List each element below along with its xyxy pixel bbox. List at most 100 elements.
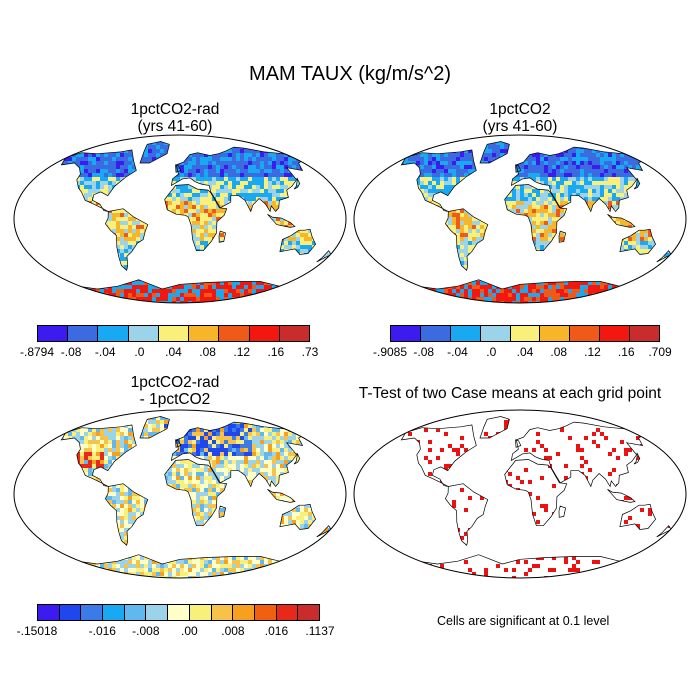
map-panel-2 (353, 134, 687, 304)
coastline (479, 416, 510, 439)
colorbar-tick-label: .0 (134, 345, 145, 359)
colorbar-swatch (38, 605, 60, 620)
coastline (619, 228, 657, 255)
coastline (139, 141, 170, 164)
coastline (444, 208, 489, 271)
coastline (293, 177, 301, 190)
coastline (60, 424, 137, 487)
colorbar-swatch (98, 326, 129, 341)
colorbar-swatch (211, 605, 234, 620)
coastline (515, 164, 522, 173)
panel1-title-line1: 1pctCO2-rad (130, 101, 220, 118)
map-4-content (353, 409, 687, 579)
colorbar-tick-label: .04 (165, 345, 182, 359)
colorbar-swatch (59, 605, 82, 620)
colorbar-swatch (68, 326, 99, 341)
coastline (479, 141, 510, 164)
colorbar-swatch (124, 605, 147, 620)
map-border (13, 409, 347, 579)
colorbar-tick-label: -.016 (88, 624, 116, 638)
colorbar-panel-1 (37, 325, 310, 342)
colorbar-tick-label: -.8794 (19, 345, 55, 359)
coastline (515, 439, 522, 448)
panel1-title: 1pctCO2-rad (yrs 41-60) (15, 101, 335, 135)
colorbar-tick-label: .73 (301, 345, 319, 359)
coastline (279, 503, 317, 530)
coastline (175, 439, 182, 448)
map-2-content (353, 134, 687, 304)
coastline (170, 421, 307, 488)
coastline (139, 416, 170, 439)
colorbar-swatch (420, 326, 451, 341)
colorbar-swatch (570, 326, 601, 341)
panel4-title: T-Test of two Case means at each grid po… (335, 385, 685, 402)
colorbar-panel-3 (37, 604, 320, 621)
colorbar-swatch (168, 605, 190, 620)
colorbar-tick-label: .16 (617, 345, 635, 359)
map-panel-3 (13, 409, 347, 579)
colorbar-swatch (103, 605, 125, 620)
colorbar-swatch (249, 326, 280, 341)
colorbar-swatch (81, 605, 104, 620)
panel4-title-line1: T-Test of two Case means at each grid po… (358, 385, 662, 402)
panel2-title: 1pctCO2 (yrs 41-60) (360, 101, 680, 135)
coastline (444, 483, 489, 546)
coastline (267, 488, 296, 503)
map-border (13, 134, 347, 304)
significance-note: Cells are significant at 0.1 level (437, 614, 610, 628)
coastline (400, 149, 477, 212)
colorbar-tick-label: -.08 (413, 345, 435, 359)
coastline (607, 488, 636, 503)
panel1-title-line2: (yrs 41-60) (137, 118, 213, 135)
colorbar-tick-label: .709 (648, 345, 672, 359)
coastline (267, 213, 296, 228)
coastline (218, 230, 227, 243)
panel2-title-line2: (yrs 41-60) (482, 118, 558, 135)
colorbar-tick-label: -.08 (60, 345, 82, 359)
coastline (218, 505, 227, 518)
colorbar-swatch (480, 326, 511, 341)
coastline (607, 213, 636, 228)
colorbar-tick-label: .008 (221, 624, 245, 638)
map-panel-1 (13, 134, 347, 304)
colorbar-tick-label: -.008 (132, 624, 160, 638)
colorbar-swatch (254, 605, 277, 620)
colorbar-tick-label: .016 (264, 624, 289, 638)
coastline (504, 459, 568, 527)
coastline (558, 230, 567, 243)
colorbar-swatch (189, 605, 212, 620)
coastline (175, 164, 182, 173)
coastline (504, 184, 568, 252)
colorbar-swatch (158, 326, 190, 341)
colorbar-panel-2 (390, 325, 660, 342)
coastline (400, 424, 477, 487)
coastline (633, 177, 641, 190)
colorbar-tick-label: .16 (267, 345, 285, 359)
colorbar-swatch (38, 326, 69, 341)
map-panel-4 (353, 409, 687, 579)
colorbar-swatch (128, 326, 159, 341)
colorbar-swatch (600, 326, 631, 341)
coastline (619, 503, 657, 530)
panel3-title: 1pctCO2-rad - 1pctCO2 (15, 374, 335, 408)
coastline (104, 208, 149, 271)
map-border (353, 409, 687, 579)
colorbar-swatch (279, 326, 309, 341)
map-1-content (13, 134, 347, 304)
colorbar-swatch (233, 605, 255, 620)
colorbar-tick-label: .00 (181, 624, 198, 638)
colorbar-swatch (276, 605, 299, 620)
coastline (164, 459, 228, 527)
coastline (404, 554, 633, 578)
coastline (279, 228, 317, 255)
coastline (633, 452, 641, 465)
colorbar-tick-label: .1137 (305, 624, 335, 638)
colorbar-tick-label: -.04 (447, 345, 468, 359)
coastline (60, 149, 137, 212)
colorbar-swatch (540, 326, 571, 341)
colorbar-tick-label: .12 (584, 345, 601, 359)
colorbar-tick-label: .0 (486, 345, 497, 359)
colorbar-swatch (298, 605, 319, 620)
colorbar-tick-label: -.9085 (372, 345, 408, 359)
coastline (293, 452, 301, 465)
